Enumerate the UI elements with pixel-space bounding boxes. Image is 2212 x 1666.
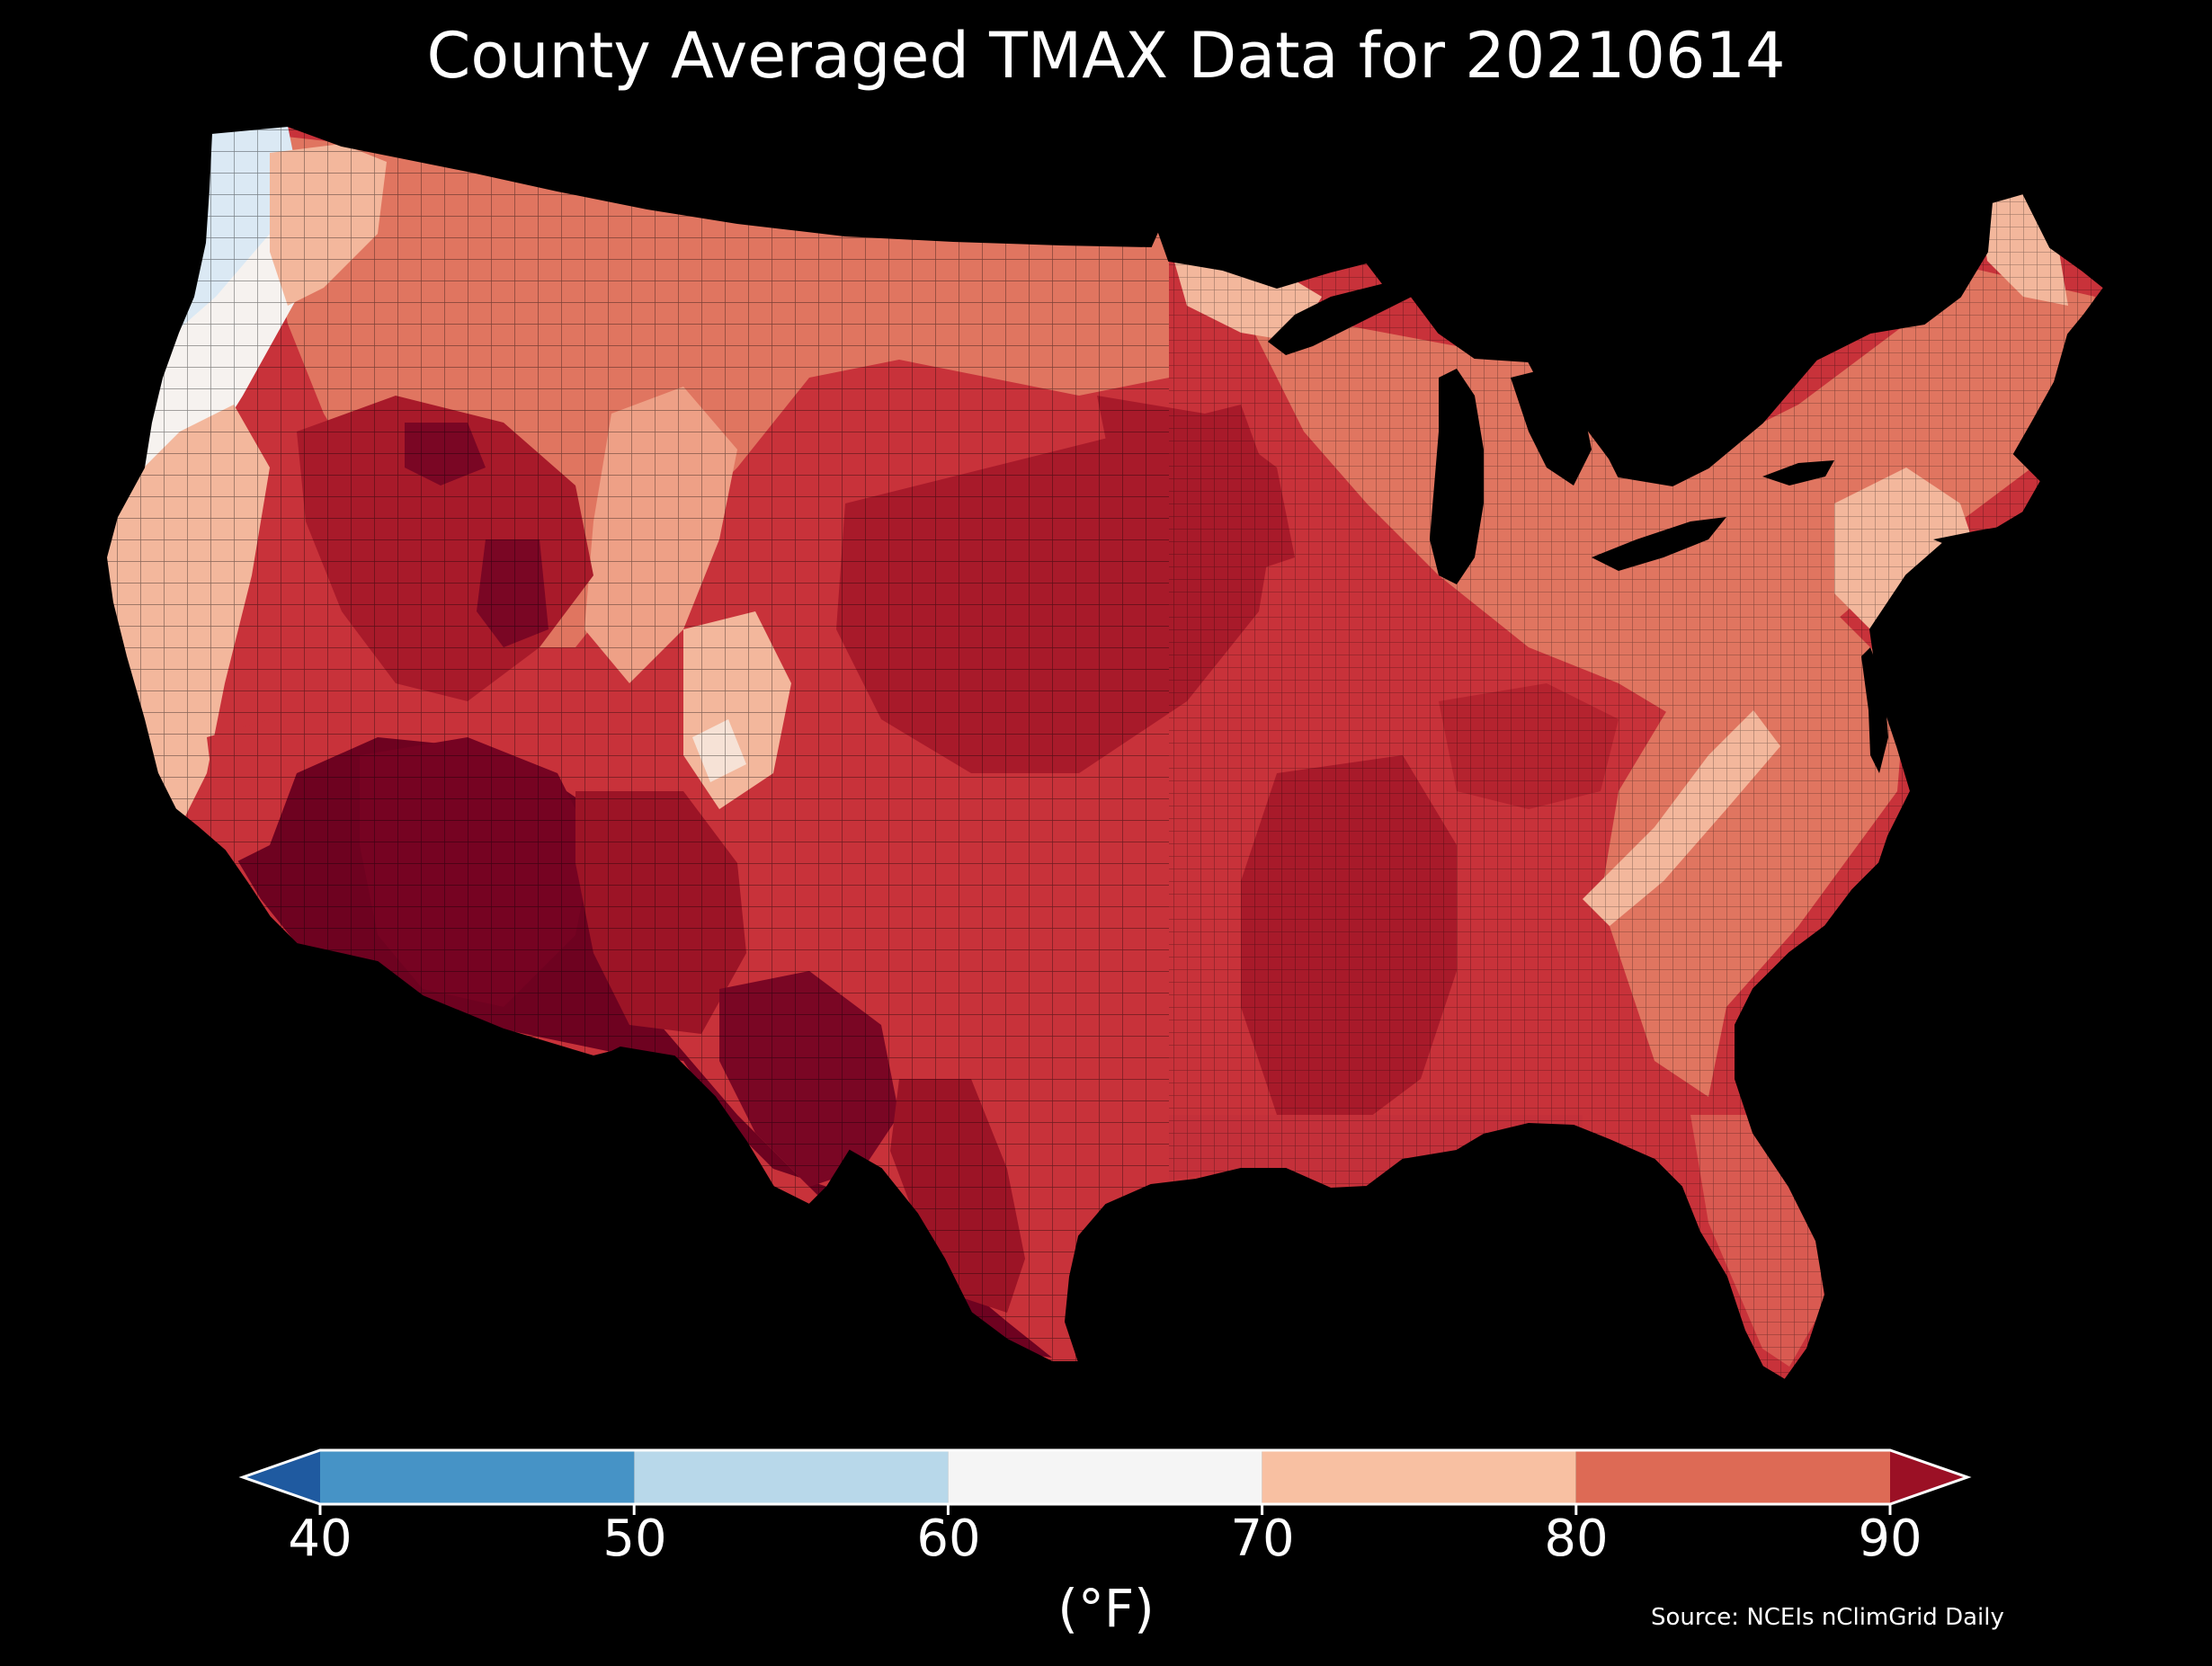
colorbar-bin-80-90 bbox=[1575, 1450, 1890, 1504]
colorbar-bin-40-50 bbox=[320, 1450, 635, 1504]
great-lakes bbox=[1268, 279, 2005, 773]
colorbar-tick-80: 80 bbox=[1544, 1510, 1609, 1568]
page-title: County Averaged TMAX Data for 20210614 bbox=[426, 19, 1786, 93]
lake-erie bbox=[1592, 517, 1726, 571]
colorbar-bin-50-60 bbox=[634, 1450, 949, 1504]
colorbar-bin-above-90 bbox=[1890, 1450, 1967, 1504]
lake-huron bbox=[1511, 369, 1592, 486]
colorbar-bin-below-40 bbox=[243, 1450, 320, 1504]
lake-superior bbox=[1268, 279, 1421, 355]
colorbar-unit-label: (°F) bbox=[1057, 1578, 1155, 1639]
colorbar-tick-50: 50 bbox=[602, 1510, 667, 1568]
colorbar-tick-90: 90 bbox=[1858, 1510, 1922, 1568]
colorbar-bin-60-70 bbox=[948, 1450, 1262, 1504]
source-note: Source: NCEIs nClimGrid Daily bbox=[1651, 1604, 2004, 1631]
long-island-sound bbox=[1933, 526, 2005, 547]
colorbar-tick-40: 40 bbox=[288, 1510, 352, 1568]
lake-michigan bbox=[1430, 369, 1484, 584]
chesapeake-bay bbox=[1861, 647, 1888, 773]
colorbar-tick-60: 60 bbox=[916, 1510, 981, 1568]
colorbar-tick-70: 70 bbox=[1230, 1510, 1295, 1568]
lake-ontario bbox=[1762, 460, 1834, 486]
choropleth-map bbox=[105, 125, 2105, 1381]
colorbar-bin-70-80 bbox=[1262, 1450, 1576, 1504]
